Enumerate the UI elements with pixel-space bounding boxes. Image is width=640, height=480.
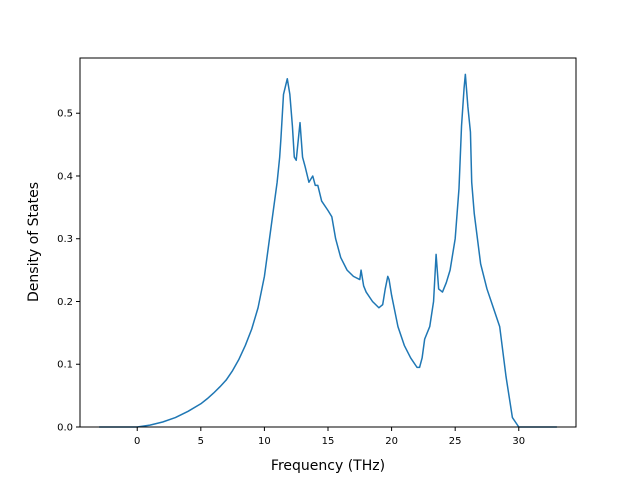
- y-tick-label: 0.1: [57, 360, 73, 371]
- x-tick-label: 5: [198, 436, 204, 447]
- dos-series-line-0: [99, 73, 557, 428]
- plot-frame: [79, 57, 577, 428]
- y-axis-label: Density of States: [26, 182, 42, 302]
- y-tick-label: 0.5: [57, 109, 73, 120]
- series-layer: [99, 73, 557, 428]
- x-axis-ticks: 0 5 10 15 20 25 30: [134, 427, 525, 447]
- plot-background: [80, 58, 576, 427]
- x-tick-label: 15: [322, 436, 335, 447]
- x-tick-label: 20: [385, 436, 398, 447]
- x-axis-label: Frequency (THz): [271, 458, 385, 474]
- y-tick-label: 0.0: [57, 423, 73, 434]
- y-tick-label: 0.4: [57, 171, 73, 182]
- x-tick-label: 10: [258, 436, 271, 447]
- y-tick-label: 0.2: [57, 297, 73, 308]
- x-tick-label: 0: [134, 436, 140, 447]
- y-axis-ticks: 0.0 0.1 0.2 0.3 0.4 0.5: [57, 109, 80, 434]
- x-tick-label: 30: [512, 436, 525, 447]
- x-tick-label: 25: [449, 436, 462, 447]
- y-tick-label: 0.3: [57, 234, 73, 245]
